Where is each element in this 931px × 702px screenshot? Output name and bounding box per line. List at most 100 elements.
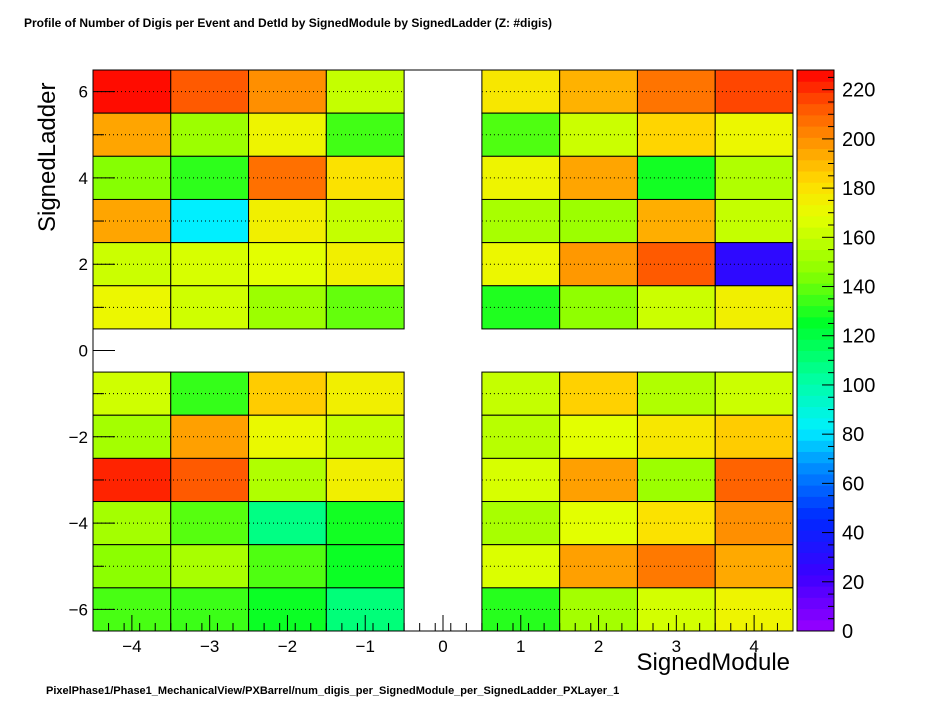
colorbar-segment bbox=[797, 552, 834, 565]
colorbar-segment bbox=[797, 462, 834, 475]
y-tick-label: 0 bbox=[79, 342, 88, 361]
colorbar-segment bbox=[797, 563, 834, 576]
heatmap-cell bbox=[636, 544, 716, 589]
colorbar-segment bbox=[797, 305, 834, 318]
z-tick-label: 20 bbox=[842, 572, 864, 594]
y-tick-label: −4 bbox=[69, 514, 88, 533]
z-tick-label: 120 bbox=[842, 326, 875, 348]
heatmap-cell bbox=[248, 112, 327, 157]
heatmap-cell bbox=[248, 198, 327, 244]
heatmap-cell bbox=[481, 544, 561, 589]
colorbar-segment bbox=[797, 249, 834, 262]
x-tick-label: −4 bbox=[122, 637, 141, 656]
y-tick-label: −6 bbox=[69, 600, 88, 619]
y-tick-label: −2 bbox=[69, 428, 88, 447]
colorbar-segment bbox=[797, 137, 834, 150]
heatmap-cell bbox=[481, 242, 561, 287]
heatmap-cell bbox=[481, 155, 561, 200]
colorbar-segment bbox=[797, 597, 834, 610]
z-tick-label: 180 bbox=[842, 178, 875, 200]
colorbar-segment bbox=[797, 70, 834, 82]
heatmap-cell bbox=[92, 198, 172, 244]
colorbar-segment bbox=[797, 148, 834, 161]
y-tick-label: 4 bbox=[79, 169, 88, 188]
colorbar-segment bbox=[797, 238, 834, 251]
heatmap-cell bbox=[636, 69, 716, 114]
z-tick-label: 40 bbox=[842, 523, 864, 545]
colorbar-segment bbox=[797, 294, 834, 307]
colorbar-segment bbox=[797, 440, 834, 452]
colorbar-segment bbox=[797, 204, 834, 217]
heatmap-cell bbox=[248, 414, 327, 459]
heatmap-cell bbox=[248, 371, 327, 416]
heatmap-cell bbox=[92, 457, 172, 503]
colorbar-segment bbox=[797, 507, 834, 520]
colorbar-segment bbox=[797, 485, 834, 497]
heatmap-cell bbox=[636, 414, 716, 459]
colorbar-segment bbox=[797, 361, 834, 374]
footer-path: PixelPhase1/Phase1_MechanicalView/PXBarr… bbox=[46, 685, 619, 697]
heatmap-cell bbox=[248, 285, 327, 330]
colorbar-segment bbox=[797, 271, 834, 284]
colorbar-segment bbox=[797, 429, 834, 441]
colorbar-segment bbox=[797, 215, 834, 228]
heatmap-cell bbox=[92, 285, 172, 330]
z-tick-label: 100 bbox=[842, 375, 875, 397]
colorbar-segment bbox=[797, 92, 834, 105]
heatmap-cell bbox=[248, 155, 327, 200]
x-tick-label: 4 bbox=[749, 637, 758, 656]
colorbar-segment bbox=[797, 126, 834, 138]
colorbar-segment bbox=[797, 518, 834, 531]
colorbar-segment bbox=[797, 339, 834, 351]
colorbar-segment bbox=[797, 395, 834, 408]
colorbar-segment bbox=[797, 227, 834, 239]
heatmap-cell bbox=[248, 544, 327, 589]
heatmap-cell bbox=[636, 112, 716, 157]
z-tick-label: 160 bbox=[842, 227, 875, 249]
z-tick-label: 60 bbox=[842, 473, 864, 495]
x-tick-label: 2 bbox=[594, 637, 603, 656]
colorbar-segment bbox=[797, 496, 834, 509]
colorbar-segment bbox=[797, 81, 834, 93]
color-scale-bar: 0 20 40 60 80 100 120 140 160 180 200 220 bbox=[796, 69, 875, 643]
heatmap-cell bbox=[481, 371, 561, 416]
x-tick-label: −1 bbox=[356, 637, 375, 656]
chart-title: Profile of Number of Digis per Event and… bbox=[24, 16, 552, 30]
colorbar-segment bbox=[797, 541, 834, 553]
x-tick-label: −3 bbox=[200, 637, 219, 656]
heatmap-cell bbox=[636, 371, 716, 416]
colorbar-segment bbox=[797, 574, 834, 587]
colorbar-segment bbox=[797, 283, 834, 295]
heatmap-cell bbox=[248, 69, 327, 114]
colorbar-segment bbox=[797, 170, 834, 183]
y-axis-title: SignedLadder bbox=[34, 83, 61, 232]
heatmap-cell bbox=[92, 112, 172, 157]
x-tick-label: 0 bbox=[438, 637, 447, 656]
heatmap-cell bbox=[481, 285, 561, 330]
colorbar-frame bbox=[796, 69, 835, 632]
colorbar-segment bbox=[797, 193, 834, 206]
colorbar-segment bbox=[797, 316, 834, 329]
heatmap-cells bbox=[92, 69, 794, 632]
heatmap-cell bbox=[248, 242, 327, 287]
heatmap-cell bbox=[481, 414, 561, 459]
heatmap-cell bbox=[636, 285, 716, 330]
heatmap-cell bbox=[92, 371, 172, 416]
z-tick-label: 0 bbox=[842, 621, 853, 643]
y-tick-label: 6 bbox=[79, 83, 88, 102]
colorbar-segment bbox=[797, 260, 834, 273]
colorbar-segment bbox=[797, 530, 834, 542]
colorbar-segment bbox=[797, 608, 834, 621]
colorbar-segment bbox=[797, 159, 834, 172]
colorbar-segment bbox=[797, 372, 834, 385]
z-tick-label: 80 bbox=[842, 424, 864, 446]
colorbar-segment bbox=[797, 114, 834, 127]
heatmap-cell bbox=[636, 242, 716, 287]
colorbar-segment bbox=[797, 182, 834, 194]
colorbar-segment bbox=[797, 350, 834, 363]
heatmap-cell bbox=[481, 457, 561, 503]
colorbar-segment bbox=[797, 328, 834, 340]
heatmap-cell bbox=[481, 198, 561, 244]
heatmap-cell bbox=[481, 69, 561, 114]
